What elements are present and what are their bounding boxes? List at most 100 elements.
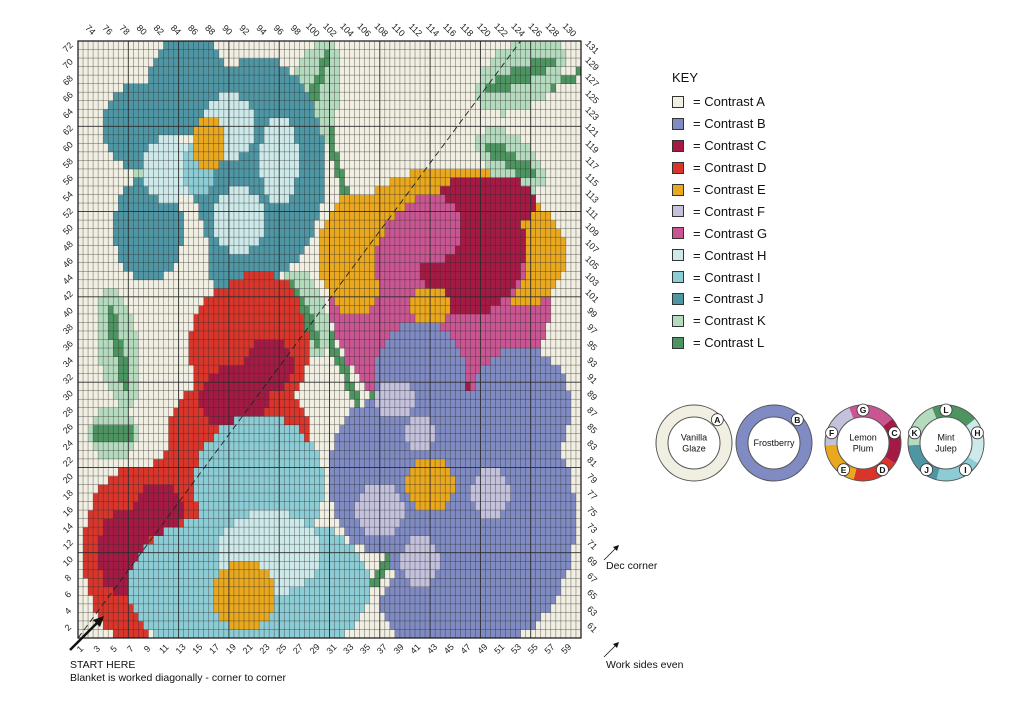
row-label-left: 72 (61, 40, 75, 54)
yarn-letter: E (841, 465, 847, 475)
yarn-ring-inner (667, 416, 721, 470)
key-swatch (672, 227, 684, 240)
col-label-bottom: 17 (207, 642, 221, 656)
row-label-right: 111 (584, 205, 601, 222)
row-label-left: 6 (63, 589, 74, 600)
row-label-right: 119 (584, 138, 601, 155)
row-label-right: 67 (585, 571, 599, 585)
yarn-letter-badge (837, 463, 851, 477)
col-label-bottom: 21 (241, 642, 255, 656)
row-label-right: 75 (585, 504, 599, 518)
key-label: = Contrast D (693, 160, 767, 176)
col-label-bottom: 9 (142, 644, 153, 655)
yarn-letter: B (794, 415, 800, 425)
chart-gridlines (77, 40, 582, 639)
yarn-letter-badge (825, 426, 839, 440)
key-list: = Contrast A = Contrast B = Contrast C = Co… (672, 91, 767, 354)
row-label-right: 87 (585, 405, 599, 419)
col-label-top: 110 (390, 21, 407, 38)
key-swatch (672, 292, 684, 305)
row-label-right: 115 (584, 171, 601, 188)
row-label-left: 62 (61, 123, 75, 137)
key-item: = Contrast G (672, 222, 767, 244)
row-label-right: 131 (583, 38, 601, 56)
key-label: = Contrast A (693, 94, 765, 110)
row-label-right: 69 (585, 554, 599, 568)
key-item: = Contrast E (672, 179, 767, 201)
yarn-letter: K (912, 428, 919, 438)
key-item: = Contrast L (672, 332, 767, 354)
row-label-right: 79 (585, 471, 599, 485)
row-label-left: 24 (61, 438, 75, 452)
start-arrow-head (93, 616, 104, 627)
row-label-right: 91 (585, 372, 599, 386)
row-label-left: 20 (61, 471, 75, 485)
col-label-top: 96 (272, 23, 286, 37)
work-sides-even-label: Work sides even (606, 659, 684, 671)
row-label-right: 83 (585, 438, 599, 452)
row-label-right: 99 (585, 305, 599, 319)
key-item: = Contrast C (672, 135, 767, 157)
row-label-left: 68 (61, 73, 75, 87)
yarn-ring-outer (655, 404, 733, 482)
work-even-arrow-head (613, 642, 619, 648)
yarn-letter-badge (908, 426, 922, 440)
yarn-name: Plum (853, 444, 874, 454)
yarn-ring-inner (747, 416, 801, 470)
method-note: Blanket is worked diagonally - corner to… (70, 672, 286, 684)
col-label-top: 86 (186, 23, 200, 37)
row-label-left: 66 (61, 90, 75, 104)
row-label-left: 4 (63, 606, 74, 617)
col-label-bottom: 35 (358, 642, 372, 656)
yarn-letter-badge (710, 413, 724, 427)
key-swatch (672, 249, 684, 262)
row-label-right: 89 (585, 388, 599, 402)
row-label-right: 117 (584, 155, 601, 172)
row-label-left: 2 (63, 622, 74, 633)
col-label-bottom: 41 (408, 642, 422, 656)
col-label-bottom: 13 (174, 642, 188, 656)
col-label-bottom: 3 (92, 644, 103, 655)
col-label-top: 122 (492, 21, 510, 39)
row-label-left: 26 (61, 422, 75, 436)
row-label-left: 64 (61, 106, 75, 120)
col-label-bottom: 29 (308, 642, 322, 656)
key-item: = Contrast K (672, 310, 767, 332)
row-label-left: 54 (61, 189, 75, 203)
row-label-left: 50 (61, 223, 75, 237)
col-label-bottom: 55 (526, 642, 540, 656)
col-label-top: 130 (561, 21, 579, 39)
row-label-right: 107 (583, 237, 601, 255)
col-label-top: 92 (237, 23, 251, 37)
key-label: = Contrast I (693, 269, 761, 285)
row-label-left: 34 (61, 355, 75, 369)
key-swatch (672, 314, 684, 327)
row-label-left: 22 (61, 455, 75, 469)
yarn-letter-badge (970, 426, 984, 440)
row-label-right: 125 (583, 88, 601, 106)
key-swatch (672, 336, 684, 349)
row-label-right: 73 (585, 521, 599, 535)
col-label-bottom: 53 (509, 642, 523, 656)
row-label-right: 103 (583, 270, 601, 288)
yarn-letter: F (829, 428, 834, 438)
yarn-ring-segment (853, 456, 896, 481)
row-label-right: 123 (583, 105, 601, 123)
yarn-ring-inner (836, 416, 890, 470)
row-label-left: 56 (61, 173, 75, 187)
row-label-left: 18 (61, 488, 75, 502)
col-label-top: 74 (83, 23, 97, 37)
key-title: KEY (672, 70, 699, 85)
yarn-letter-badge (920, 463, 934, 477)
row-label-left: 52 (61, 206, 75, 220)
col-label-bottom: 31 (324, 642, 338, 656)
col-label-top: 120 (475, 21, 493, 39)
col-label-bottom: 43 (425, 642, 439, 656)
yarn-ring-segment (936, 456, 979, 481)
